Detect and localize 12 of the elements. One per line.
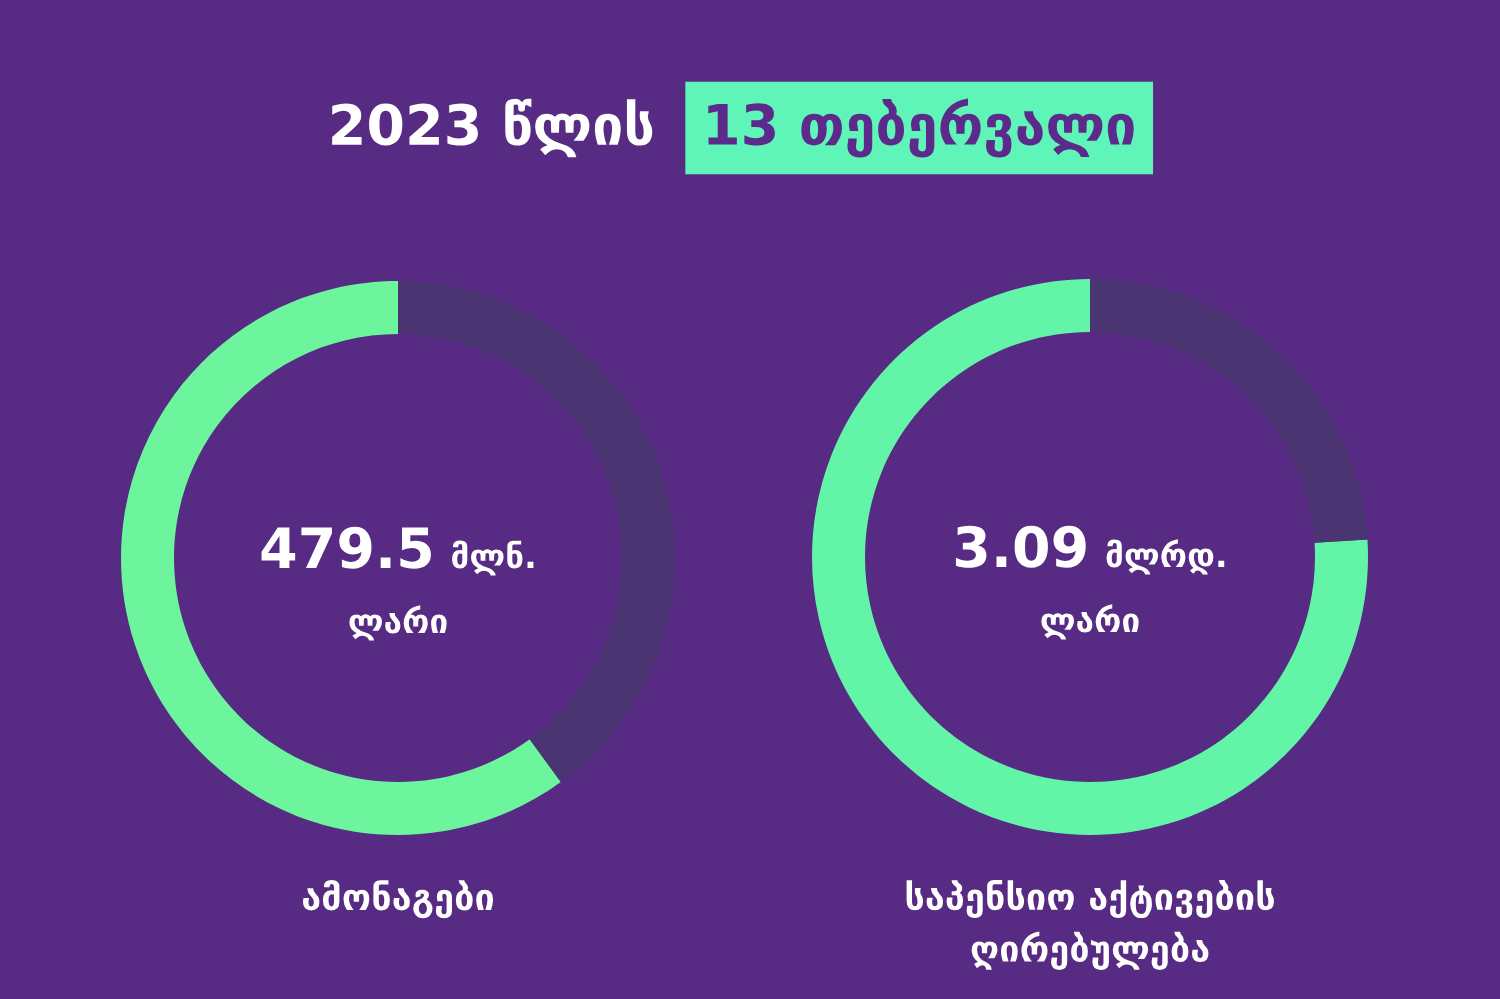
text: 13 თებერვალი [708,98,1134,158]
text: 479.5 [261,526,431,569]
text: 3.09 [955,525,1086,568]
text: 2023 წლის [332,98,653,158]
text: ლარი [1041,604,1139,640]
donut-slice [812,279,1368,835]
text: საპენსიო აქტივების ღირებულება [906,880,1274,970]
text: მლრდ. [1106,539,1225,575]
text: ლარი [349,605,447,641]
text: მლნ. [452,540,534,576]
text: ამონაგები [302,880,494,919]
donut-slice [121,281,561,835]
